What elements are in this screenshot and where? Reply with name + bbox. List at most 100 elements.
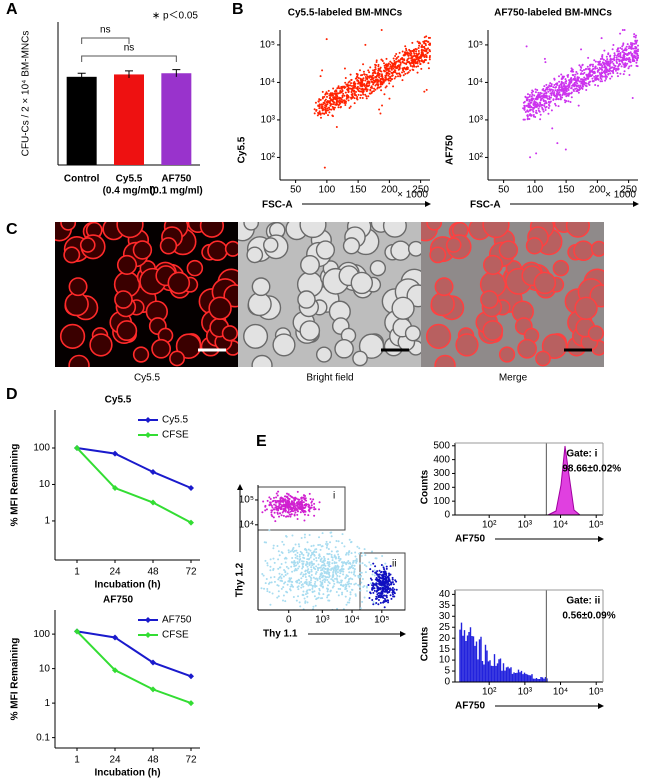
event-dot	[622, 42, 624, 44]
event-dot	[534, 101, 536, 103]
bar	[114, 74, 144, 165]
y-axis-label: Counts	[420, 469, 431, 504]
y-tick-label: 1	[44, 698, 50, 709]
event-dot	[301, 497, 303, 499]
event-dot	[325, 576, 327, 578]
event-dot	[378, 76, 380, 78]
event-dot	[408, 57, 410, 59]
event-dot	[543, 100, 545, 102]
x-tick-label: 72	[185, 567, 197, 578]
event-dot	[387, 581, 389, 583]
y-tick-label: 10³	[469, 115, 484, 126]
event-dot	[384, 586, 386, 588]
event-dot	[327, 584, 329, 586]
event-dot	[281, 501, 283, 503]
legend-marker	[145, 632, 151, 638]
event-dot	[621, 60, 623, 62]
event-dot	[345, 584, 347, 586]
event-dot	[554, 103, 556, 105]
event-dot	[428, 44, 430, 46]
event-dot	[617, 75, 619, 77]
event-dot	[624, 29, 626, 31]
event-dot	[338, 540, 340, 542]
event-dot	[574, 76, 576, 78]
event-dot	[342, 533, 344, 535]
event-dot	[531, 90, 533, 92]
event-dot	[278, 573, 280, 575]
event-dot	[573, 79, 575, 81]
event-dot	[601, 69, 603, 71]
event-dot	[295, 581, 297, 583]
event-dot	[630, 46, 632, 48]
event-dot	[286, 505, 288, 507]
event-dot	[352, 562, 354, 564]
gate-value: 0.56±0.09%	[562, 611, 615, 622]
event-dot	[348, 90, 350, 92]
event-dot	[351, 94, 353, 96]
event-dot	[300, 581, 302, 583]
event-dot	[336, 92, 338, 94]
event-dot	[560, 82, 562, 84]
event-dot	[583, 72, 585, 74]
chart-title: Cy5.5-labeled BM-MNCs	[288, 8, 403, 19]
event-dot	[384, 576, 386, 578]
event-dot	[615, 70, 617, 72]
event-dot	[637, 45, 639, 47]
x-tick-label: Control	[64, 174, 100, 185]
panel-label: D	[6, 386, 18, 403]
event-dot	[310, 498, 312, 500]
event-dot	[570, 101, 572, 103]
event-dot	[329, 108, 331, 110]
event-dot	[381, 105, 383, 107]
event-dot	[531, 114, 533, 116]
event-dot	[405, 69, 407, 71]
event-dot	[304, 495, 306, 497]
event-dot	[326, 541, 328, 543]
event-dot	[377, 81, 379, 83]
event-dot	[356, 96, 358, 98]
event-dot	[425, 44, 427, 46]
event-dot	[606, 70, 608, 72]
event-dot	[295, 544, 297, 546]
event-dot	[547, 98, 549, 100]
event-dot	[322, 593, 324, 595]
event-dot	[364, 597, 366, 599]
event-dot	[310, 584, 312, 586]
legend-marker	[145, 417, 151, 423]
event-dot	[326, 596, 328, 598]
y-tick-label: 10²	[261, 152, 276, 163]
event-dot	[340, 584, 342, 586]
event-dot	[328, 600, 330, 602]
event-dot	[570, 87, 572, 89]
event-dot	[359, 90, 361, 92]
event-dot	[568, 82, 570, 84]
event-dot	[369, 75, 371, 77]
event-dot	[409, 62, 411, 64]
y-tick-label: 10⁵	[239, 495, 254, 506]
event-dot	[299, 504, 301, 506]
y-tick-label: 10⁵	[260, 40, 275, 51]
event-dot	[606, 58, 608, 60]
event-dot	[611, 67, 613, 69]
event-dot	[373, 587, 375, 589]
event-dot	[558, 105, 560, 107]
event-dot	[371, 579, 373, 581]
event-dot	[359, 562, 361, 564]
event-dot	[307, 514, 309, 516]
event-dot	[329, 541, 331, 543]
event-dot	[261, 511, 263, 513]
event-dot	[294, 550, 296, 552]
event-dot	[305, 497, 307, 499]
event-dot	[398, 59, 400, 61]
event-dot	[577, 76, 579, 78]
event-dot	[281, 541, 283, 543]
event-dot	[631, 53, 633, 55]
x-tick-label: 10⁵	[374, 615, 389, 626]
event-dot	[373, 88, 375, 90]
cell	[316, 241, 334, 259]
event-dot	[299, 561, 301, 563]
event-dot	[545, 84, 547, 86]
event-dot	[330, 578, 332, 580]
event-dot	[294, 515, 296, 517]
event-dot	[383, 62, 385, 64]
